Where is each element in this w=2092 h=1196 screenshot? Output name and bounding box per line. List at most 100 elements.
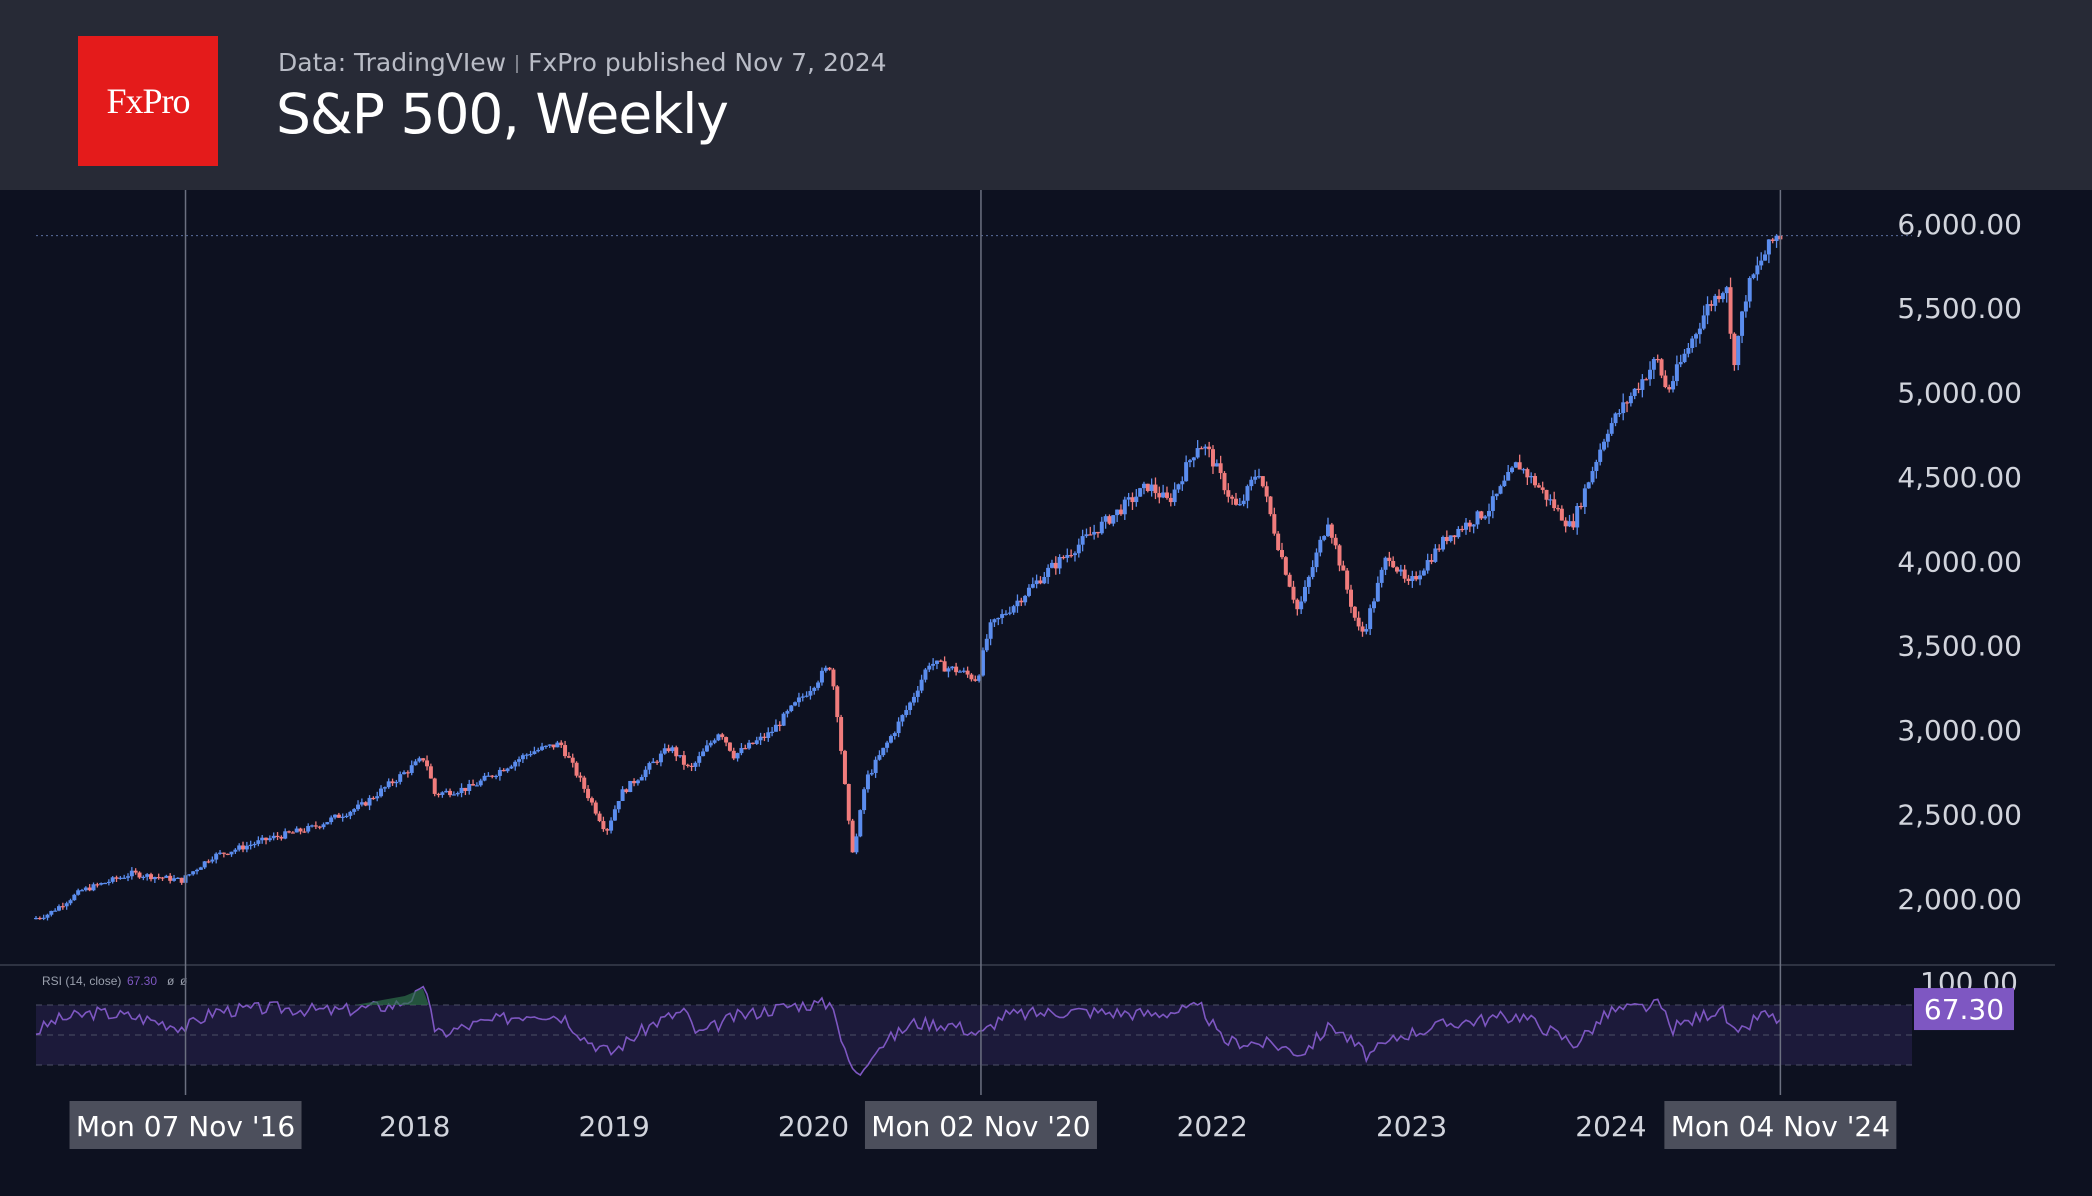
candle-body xyxy=(1195,448,1200,458)
price-pane xyxy=(0,235,2055,966)
candle-body xyxy=(1314,552,1319,568)
candle-body xyxy=(816,682,821,688)
candle-body xyxy=(1061,556,1066,559)
price-axis: 2,000.00 2,500.00 3,000.00 3,500.00 4,000.00… xyxy=(1897,208,2022,916)
candle-body xyxy=(773,724,778,732)
candle-body xyxy=(390,781,395,784)
candle-body xyxy=(321,824,326,828)
candle-body xyxy=(95,884,100,886)
candle-body xyxy=(1168,497,1173,503)
candle-body xyxy=(1594,461,1599,472)
candle-body xyxy=(137,872,142,878)
candle-body xyxy=(1636,388,1641,390)
candle-body xyxy=(175,877,180,879)
candle-body xyxy=(1705,304,1710,316)
candle-body xyxy=(1441,536,1446,550)
candle-body xyxy=(1628,395,1633,404)
candle-body xyxy=(490,775,495,777)
candle-body xyxy=(1130,497,1135,503)
candle-body xyxy=(49,910,54,915)
candle-body xyxy=(501,769,506,772)
candle-body xyxy=(1329,524,1334,538)
candle-body xyxy=(1483,516,1488,519)
candle-body xyxy=(83,887,88,891)
candle-body xyxy=(747,742,752,749)
candle-body xyxy=(950,666,955,669)
candle-body xyxy=(1302,586,1307,602)
candle-body xyxy=(1605,433,1610,442)
candle-body xyxy=(1671,381,1676,390)
candle-body xyxy=(463,787,468,791)
candle-body xyxy=(1019,600,1024,603)
candle-body xyxy=(517,759,522,762)
candle-body xyxy=(616,800,621,810)
candle-body xyxy=(1517,462,1522,470)
candle-body xyxy=(1318,539,1323,553)
candle-body xyxy=(1226,490,1231,497)
candle-body xyxy=(597,813,602,822)
candle-body xyxy=(892,733,897,737)
candle-body xyxy=(1291,586,1296,600)
candle-body xyxy=(1345,570,1350,590)
candle-body xyxy=(432,778,437,794)
candle-body xyxy=(126,876,131,878)
candle-body xyxy=(750,742,755,744)
candle-body xyxy=(1487,510,1492,517)
candle-body xyxy=(954,666,959,673)
candle-body xyxy=(1057,556,1062,569)
candle-body xyxy=(133,870,138,873)
candle-body xyxy=(1065,555,1070,558)
candle-body xyxy=(735,753,740,759)
candle-body xyxy=(543,745,548,748)
candle-body xyxy=(1582,488,1587,507)
candle-body xyxy=(1341,565,1346,571)
candle-body xyxy=(1694,334,1699,339)
candle-body xyxy=(1640,379,1645,390)
candle-body xyxy=(605,829,610,831)
candle-body xyxy=(632,780,637,784)
candle-body xyxy=(743,748,748,750)
candle-body xyxy=(1249,479,1254,487)
candle-body xyxy=(961,670,966,672)
candle-body xyxy=(1713,295,1718,306)
candle-body xyxy=(1717,295,1722,300)
candle-body xyxy=(1456,528,1461,538)
candle-body xyxy=(1437,548,1442,550)
candle-body xyxy=(873,759,878,773)
candle-body xyxy=(1418,575,1423,580)
candle-body xyxy=(53,910,58,912)
candle-body xyxy=(1115,509,1120,516)
x-tick-label: 2024 xyxy=(1575,1110,1646,1143)
candle-body xyxy=(444,790,449,793)
candle-body xyxy=(1023,595,1028,603)
candle-body xyxy=(287,831,292,833)
candle-body xyxy=(474,785,479,787)
candle-body xyxy=(1475,511,1480,525)
candle-body xyxy=(1042,576,1047,584)
crosshair-date-badge xyxy=(1664,1101,1897,1149)
fxpro-logo[interactable]: FxPro xyxy=(78,36,218,166)
candle-body xyxy=(624,789,629,793)
candle-body xyxy=(555,742,560,748)
candle-body xyxy=(1030,584,1035,588)
rsi-value-badge xyxy=(1914,988,2014,1031)
y-tick-label: 3,000.00 xyxy=(1897,714,2022,747)
candle-body xyxy=(164,875,169,878)
candle-body xyxy=(1210,449,1215,467)
candle-body xyxy=(179,877,184,883)
candle-body xyxy=(800,696,805,698)
candle-body xyxy=(536,749,541,752)
candle-body xyxy=(1141,483,1146,489)
candle-body xyxy=(1099,521,1104,534)
candle-body xyxy=(835,686,840,718)
y-tick-label: 4,000.00 xyxy=(1897,545,2022,578)
candle-body xyxy=(1199,448,1204,450)
candle-body xyxy=(858,810,863,837)
candle-body xyxy=(1237,504,1242,506)
candle-body xyxy=(1214,463,1219,467)
candle-body xyxy=(1697,328,1702,335)
candle-body xyxy=(290,832,295,834)
candle-body xyxy=(716,734,721,741)
candle-body xyxy=(325,822,330,825)
